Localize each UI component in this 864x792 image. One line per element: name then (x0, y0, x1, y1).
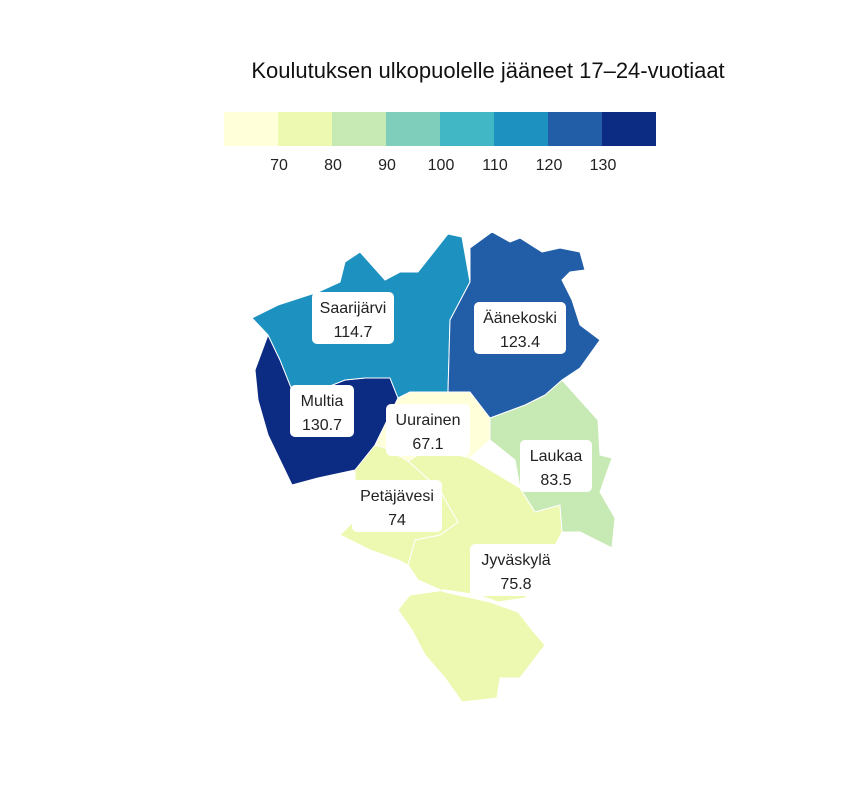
legend-tick: 120 (536, 157, 563, 174)
legend-tick: 80 (324, 157, 342, 174)
legend-swatches (224, 112, 656, 146)
legend-swatch (602, 112, 656, 146)
map-title: Koulutuksen ulkopuolelle jääneet 17–24-v… (251, 58, 724, 83)
legend-swatch (440, 112, 494, 146)
region-value: 114.7 (334, 324, 373, 341)
label-box (386, 404, 470, 456)
label-box (470, 544, 562, 596)
label-aanekoski: Äänekoski 123.4 (474, 302, 566, 354)
color-legend: 70 80 90 100 110 120 130 (224, 112, 656, 174)
region-name: Petäjävesi (360, 488, 434, 505)
legend-swatch (332, 112, 386, 146)
label-box (474, 302, 566, 354)
legend-swatch (548, 112, 602, 146)
map-labels: Saarijärvi 114.7 Äänekoski 123.4 Multia … (290, 292, 592, 596)
region-name: Saarijärvi (320, 300, 387, 317)
region-value: 83.5 (540, 472, 571, 489)
legend-ticks: 70 80 90 100 110 120 130 (270, 157, 616, 174)
region-name: Jyväskylä (481, 552, 550, 569)
label-laukaa: Laukaa 83.5 (520, 440, 592, 492)
label-jyvaskyla: Jyväskylä 75.8 (470, 544, 562, 596)
label-uurainen: Uurainen 67.1 (386, 404, 470, 456)
legend-swatch (386, 112, 440, 146)
legend-swatch (278, 112, 332, 146)
legend-swatch (494, 112, 548, 146)
label-saarijarvi: Saarijärvi 114.7 (312, 292, 394, 344)
region-value: 123.4 (500, 334, 540, 351)
label-box (312, 292, 394, 344)
label-box (352, 480, 442, 532)
region-value: 130.7 (302, 417, 342, 434)
region-value: 75.8 (500, 576, 531, 593)
region-value: 67.1 (412, 436, 443, 453)
legend-tick: 110 (482, 157, 508, 174)
legend-tick: 130 (590, 157, 617, 174)
legend-tick: 90 (378, 157, 396, 174)
label-petajavesi: Petäjävesi 74 (352, 480, 442, 532)
region-value: 74 (388, 512, 406, 529)
legend-tick: 70 (270, 157, 288, 174)
region-name: Uurainen (396, 412, 461, 429)
region-name: Äänekoski (483, 309, 557, 327)
label-box (520, 440, 592, 492)
label-box (290, 385, 354, 437)
legend-swatch (224, 112, 278, 146)
region-name: Multia (301, 393, 344, 410)
label-multia: Multia 130.7 (290, 385, 354, 437)
region-name: Laukaa (530, 448, 583, 465)
legend-tick: 100 (428, 157, 455, 174)
